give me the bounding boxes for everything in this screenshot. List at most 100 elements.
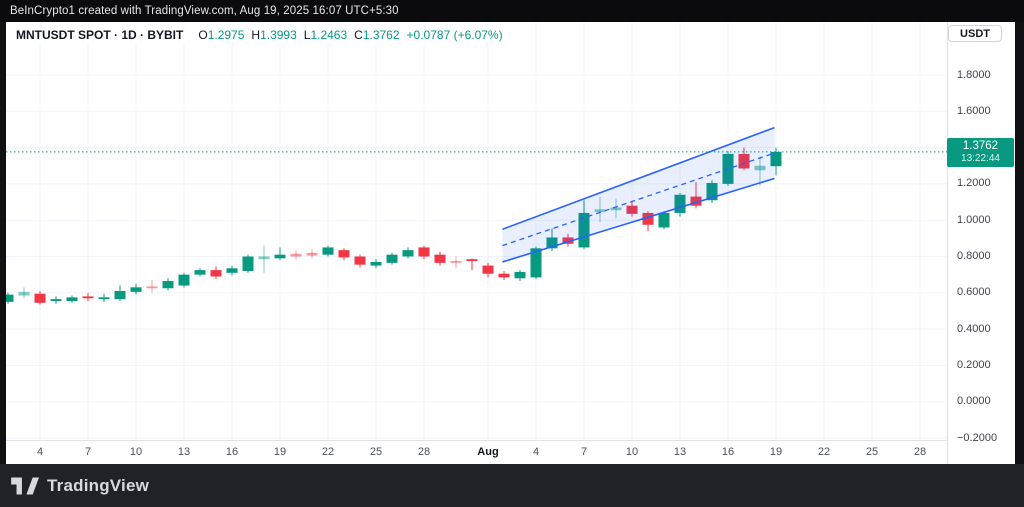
time-axis-label: 22 <box>321 446 335 458</box>
low-label: L <box>303 28 311 42</box>
time-axis-label: 25 <box>865 446 879 458</box>
last-price-value: 1.3762 <box>962 140 999 152</box>
time-axis-label: 7 <box>84 446 92 458</box>
trend-channel-top-line[interactable] <box>502 126 775 231</box>
attribution-text: BeInCrypto1 created with TradingView.com… <box>10 5 399 17</box>
candle-jul-7[interactable] <box>82 296 94 299</box>
candle-jul-26[interactable] <box>386 254 398 263</box>
price-axis-label: 1.8000 <box>957 68 991 81</box>
time-axis-label: 19 <box>273 446 287 458</box>
price-axis[interactable]: 1.80001.60001.40001.20001.00000.80000.60… <box>947 22 1015 464</box>
price-axis-label: 0.8000 <box>957 250 991 262</box>
candle-jul-14[interactable] <box>194 270 206 275</box>
trend-channel-fill[interactable] <box>502 127 775 262</box>
open-label: O <box>198 28 208 42</box>
candle-jul-19[interactable] <box>274 254 286 259</box>
currency-unit-button[interactable]: USDT <box>948 25 1002 42</box>
candle-aug-13[interactable] <box>674 194 686 213</box>
candle-aug-1[interactable] <box>482 265 494 274</box>
candle-aug-14[interactable] <box>690 196 702 206</box>
close-label: C <box>354 28 363 42</box>
candle-jul-4[interactable] <box>34 293 46 303</box>
time-axis-label: 16 <box>721 446 735 458</box>
candle-jul-22[interactable] <box>322 247 334 255</box>
candle-jul-24[interactable] <box>354 256 366 265</box>
high-label: H <box>251 28 261 42</box>
time-axis-label: 16 <box>225 446 239 458</box>
candle-jul-11[interactable] <box>146 286 158 289</box>
candle-jul-18[interactable] <box>258 256 270 260</box>
candle-jul-28[interactable] <box>418 247 430 257</box>
candle-jul-23[interactable] <box>338 250 350 258</box>
candle-aug-12[interactable] <box>658 212 670 228</box>
change-value: +0.0787 (+6.07%) <box>406 28 503 42</box>
time-axis-label: 10 <box>625 446 639 458</box>
trend-channel-bottom-line[interactable] <box>502 177 775 263</box>
candle-jul-13[interactable] <box>178 274 190 286</box>
candle-aug-10[interactable] <box>626 205 638 214</box>
time-axis-label: 4 <box>532 446 540 458</box>
candle-jul-16[interactable] <box>226 268 238 273</box>
time-axis[interactable]: 4 7 10 13 16 19 22 25 28 Aug 4 7 10 13 16 19 22 25 28 <box>6 440 947 464</box>
candle-aug-8[interactable] <box>594 209 606 213</box>
time-axis-label: 13 <box>673 446 687 458</box>
symbol-title[interactable]: MNTUSDT SPOT · 1D · BYBIT <box>16 28 184 42</box>
candle-aug-19[interactable] <box>770 151 782 167</box>
time-axis-label-month: Aug <box>477 446 499 458</box>
candle-jul-17[interactable] <box>242 256 254 272</box>
candle-jul-8[interactable] <box>98 297 110 300</box>
time-axis-label: 19 <box>769 446 783 458</box>
time-axis-label: 25 <box>369 446 383 458</box>
time-axis-label: 4 <box>36 446 44 458</box>
candle-aug-18[interactable] <box>754 165 766 171</box>
price-axis-label: 1.2000 <box>957 177 991 190</box>
price-axis-label: 0.2000 <box>957 358 991 371</box>
candle-aug-17[interactable] <box>738 153 750 169</box>
candle-jul-27[interactable] <box>402 250 414 257</box>
candle-jul-21[interactable] <box>306 252 318 256</box>
low-value: 1.2463 <box>310 28 348 42</box>
price-axis-label: 0.0000 <box>957 395 991 408</box>
trend-channel-median-line[interactable] <box>502 152 775 247</box>
time-axis-label: 10 <box>129 446 143 458</box>
footer-bar: TradingView <box>0 464 1024 507</box>
tradingview-logo-icon[interactable] <box>10 476 40 496</box>
candle-jul-2[interactable] <box>6 294 14 302</box>
candle-aug-9[interactable] <box>610 207 622 211</box>
candlestick-plot[interactable] <box>6 22 947 440</box>
candle-jul-9[interactable] <box>114 290 126 300</box>
candle-aug-11[interactable] <box>642 212 654 225</box>
candle-jul-5[interactable] <box>50 299 62 301</box>
candle-aug-2[interactable] <box>498 273 510 278</box>
time-axis-label: 28 <box>913 446 927 458</box>
high-value: 1.3993 <box>260 28 297 42</box>
time-axis-label: 22 <box>817 446 831 458</box>
last-price-label: 1.3762 13:22:44 <box>947 138 1014 167</box>
attribution-bar: BeInCrypto1 created with TradingView.com… <box>0 0 1024 22</box>
candle-jul-12[interactable] <box>162 281 174 289</box>
candle-aug-4[interactable] <box>530 248 542 278</box>
candle-jul-31[interactable] <box>466 259 478 262</box>
candle-jul-3[interactable] <box>18 291 30 296</box>
price-axis-label: 0.4000 <box>957 322 991 335</box>
candle-jul-25[interactable] <box>370 261 382 266</box>
candle-jul-10[interactable] <box>130 287 142 292</box>
candle-aug-15[interactable] <box>706 182 718 201</box>
candle-jul-29[interactable] <box>434 254 446 263</box>
candle-jul-20[interactable] <box>290 253 302 257</box>
candle-aug-5[interactable] <box>546 237 558 249</box>
tradingview-wordmark[interactable]: TradingView <box>47 475 150 495</box>
candle-aug-6[interactable] <box>562 237 574 244</box>
candle-aug-3[interactable] <box>514 271 526 279</box>
candle-jul-30[interactable] <box>450 261 462 263</box>
candle-jul-15[interactable] <box>210 270 222 277</box>
candle-jul-6[interactable] <box>66 297 78 301</box>
bar-countdown: 13:22:44 <box>961 153 1000 164</box>
price-axis-label: −0.2000 <box>957 431 998 444</box>
close-value: 1.3762 <box>362 28 400 42</box>
candle-aug-7[interactable] <box>578 212 590 248</box>
chart-legend[interactable]: MNTUSDT SPOT · 1D · BYBIT O1.2975 H1.3993 L… <box>14 26 509 44</box>
price-axis-label: 1.6000 <box>957 104 991 117</box>
price-axis-label: 1.0000 <box>957 213 991 226</box>
